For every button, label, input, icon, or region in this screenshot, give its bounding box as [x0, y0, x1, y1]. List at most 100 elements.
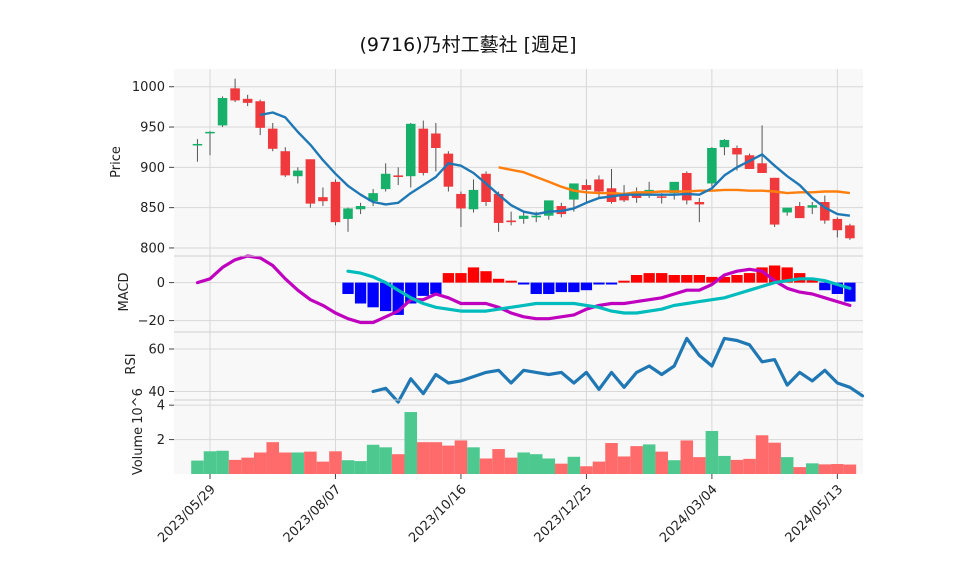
volume-bar	[429, 442, 443, 474]
volume-bar	[843, 464, 857, 474]
macd-line	[195, 254, 852, 325]
candle-body	[380, 173, 391, 190]
price-tick-label: 850	[140, 201, 165, 216]
volume-bar	[504, 457, 518, 474]
macd-hist-bar	[668, 275, 680, 283]
candle-body	[769, 177, 780, 225]
candle-body	[544, 200, 554, 216]
macd-hist-bar	[380, 282, 392, 312]
macd-tick-label: 0	[157, 276, 165, 291]
volume-bar	[655, 451, 668, 474]
price-tick-label: 900	[140, 161, 165, 176]
volume-bar	[831, 464, 844, 474]
macd-hist-bar	[367, 282, 379, 308]
macd-hist-bar	[768, 265, 781, 283]
volume-bars	[191, 412, 857, 474]
macd-hist-bar	[618, 280, 630, 283]
candle-body	[531, 215, 541, 218]
volume-bar	[266, 442, 280, 474]
macd-hist-bar	[718, 276, 731, 283]
volume-bar	[341, 460, 355, 474]
candle-body	[230, 88, 240, 101]
moving-averages	[259, 111, 851, 217]
volume-bar	[228, 459, 242, 474]
candle-body	[192, 143, 203, 146]
volume-bar	[379, 447, 392, 474]
macd-hist-bar	[731, 275, 743, 283]
volume-bar	[818, 464, 832, 474]
x-tick-label: 2023/05/29	[155, 482, 219, 546]
x-tick-label: 2023/10/16	[406, 482, 470, 546]
candle-body	[393, 175, 403, 178]
candle-body	[644, 189, 654, 192]
volume-bar	[291, 452, 305, 474]
macd-hist-bar	[530, 282, 542, 294]
volume-bar	[793, 467, 806, 474]
candle-body	[267, 128, 278, 149]
price-tick-label: 800	[140, 241, 165, 256]
candle-body	[418, 128, 429, 173]
macd-hist-bar	[831, 282, 844, 294]
candle-body	[242, 98, 253, 103]
candle-body	[820, 201, 830, 221]
candle-body	[443, 153, 454, 187]
macd-hist-bar	[643, 273, 655, 283]
macd-hist-bar	[568, 282, 580, 293]
volume-bar	[442, 445, 455, 474]
price-tick-label: 950	[140, 121, 165, 136]
volume-axis-label: Volume	[131, 427, 146, 475]
x-tick-label: 2023/08/07	[281, 482, 345, 546]
volume-bar	[492, 449, 505, 474]
volume-bar	[203, 451, 217, 474]
candle-body	[719, 139, 730, 148]
volume-bar	[642, 444, 656, 474]
candle-body	[355, 206, 366, 210]
macd-hist-bar	[480, 271, 492, 283]
macd-hist-bar	[630, 275, 643, 283]
macd-hist-bar	[392, 282, 404, 315]
candle-body	[845, 225, 855, 239]
macd-hist-bar	[681, 275, 693, 283]
candle-body	[305, 159, 316, 204]
macd-axis-label: MACD	[117, 273, 132, 312]
volume-bar	[680, 440, 694, 474]
candle-body	[431, 133, 441, 148]
volume-bar	[529, 454, 543, 474]
macd-hist-bar	[580, 282, 593, 291]
macd-signal-line	[346, 269, 852, 315]
macd-hist-bar	[430, 282, 442, 294]
macd-hist-bar	[605, 282, 618, 285]
macd-hist-bar	[518, 282, 530, 285]
rsi-tick-label: 40	[148, 385, 165, 400]
candle-body	[694, 201, 705, 205]
candle-body	[518, 215, 529, 219]
volume-bar	[216, 450, 229, 474]
candle-body	[606, 188, 617, 202]
volume-bar	[329, 451, 342, 474]
candle-body	[782, 207, 792, 213]
volume-bar	[755, 435, 769, 474]
volume-bar	[667, 460, 681, 474]
volume-bar	[517, 452, 530, 474]
volume-bar	[479, 458, 493, 474]
candle-body	[493, 193, 504, 223]
rsi-panel	[174, 332, 863, 400]
volume-bar	[191, 460, 204, 474]
macd-hist-bar	[656, 273, 668, 283]
volume-bar	[279, 452, 292, 474]
volume-bar	[780, 457, 794, 474]
candle-body	[330, 181, 341, 223]
volume-bar	[467, 447, 480, 474]
volume-bar	[705, 430, 719, 474]
volume-exponent-label: 10^6	[131, 388, 146, 424]
candle-body	[481, 173, 491, 202]
macd-hist-bar	[455, 273, 467, 283]
volume-bar	[253, 452, 267, 474]
candle-body	[217, 98, 228, 126]
candle-body	[594, 179, 604, 192]
volume-bar	[417, 442, 430, 474]
volume-bar	[730, 459, 744, 474]
candle-body	[757, 163, 767, 173]
volume-bar	[805, 463, 819, 474]
